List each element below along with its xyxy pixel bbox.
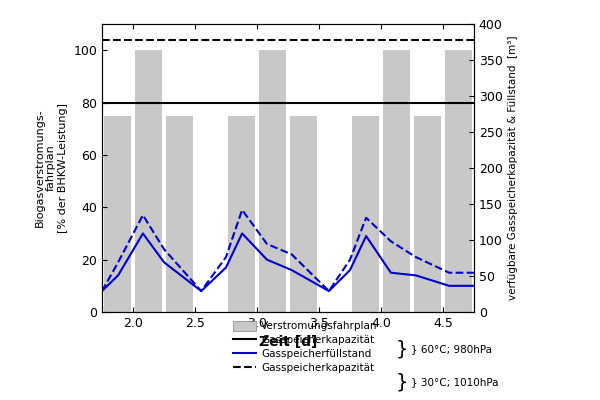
Bar bbox=[352, 116, 379, 312]
X-axis label: Zeit [d]: Zeit [d] bbox=[259, 336, 317, 350]
Y-axis label: verfügbare Gasspeicherkapazität & Füllstand  [m³]: verfügbare Gasspeicherkapazität & Füllst… bbox=[508, 36, 518, 300]
Bar bbox=[383, 50, 410, 312]
Bar bbox=[166, 116, 193, 312]
Bar bbox=[414, 116, 441, 312]
Bar bbox=[259, 50, 286, 312]
Y-axis label: Biogasverstromungs-
fahrplan
[% der BHKW-Leistung]: Biogasverstromungs- fahrplan [% der BHKW… bbox=[35, 103, 68, 233]
Text: } 60°C; 980hPa: } 60°C; 980hPa bbox=[411, 344, 492, 354]
Text: }: } bbox=[395, 339, 408, 358]
Bar bbox=[445, 50, 472, 312]
Bar bbox=[290, 116, 317, 312]
Bar bbox=[104, 116, 131, 312]
Legend: Verstromungsfahrplan, Gasspeicherkapazität, Gasspeicherfüllstand, Gasspeicherkap: Verstromungsfahrplan, Gasspeicherkapazit… bbox=[233, 321, 378, 373]
Bar bbox=[228, 116, 255, 312]
Bar bbox=[135, 50, 162, 312]
Text: } 30°C; 1010hPa: } 30°C; 1010hPa bbox=[411, 377, 499, 387]
Text: }: } bbox=[395, 372, 408, 392]
